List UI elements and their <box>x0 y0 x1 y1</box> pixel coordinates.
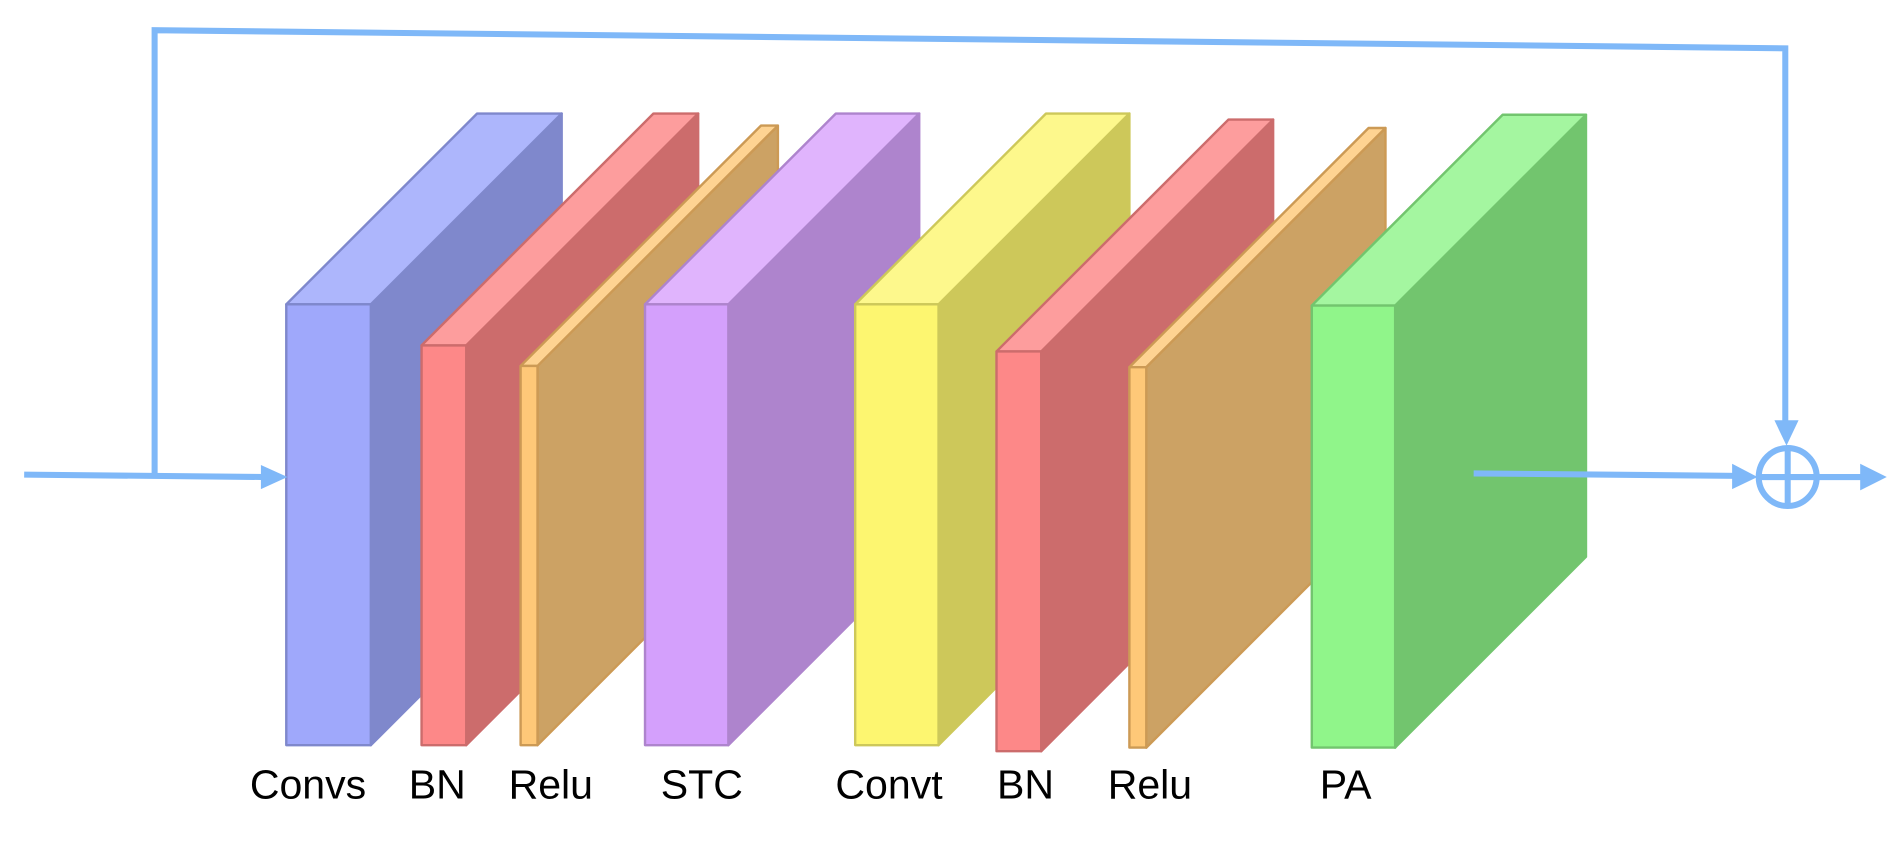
skip-connection <box>151 27 1789 475</box>
block-front <box>285 303 373 747</box>
layer-label: Convt <box>835 761 943 807</box>
block-front <box>519 364 539 747</box>
block-front <box>420 344 468 747</box>
input-arrow <box>24 471 269 481</box>
layer-block <box>643 112 921 747</box>
layer-label: PA <box>1320 761 1372 807</box>
block-front <box>1128 365 1148 749</box>
arrow-head <box>1774 420 1799 446</box>
arrow-head <box>260 464 288 490</box>
layer-label: Relu <box>1108 761 1192 807</box>
layer-label: STC <box>661 761 743 807</box>
block-front <box>643 303 730 747</box>
layer-label: Convs <box>250 761 366 807</box>
arrow-head <box>1860 463 1887 491</box>
layer-label: BN <box>997 761 1054 807</box>
block-front <box>853 303 940 747</box>
arrow-head <box>1732 463 1758 490</box>
block-output-arrow <box>1473 470 1737 479</box>
layers <box>285 112 1588 753</box>
layer-label: BN <box>409 761 466 807</box>
connections <box>24 27 1887 510</box>
layer-block <box>1310 113 1588 749</box>
layer-label: Relu <box>509 761 593 807</box>
block-front <box>1310 304 1397 749</box>
block-front <box>995 350 1043 753</box>
